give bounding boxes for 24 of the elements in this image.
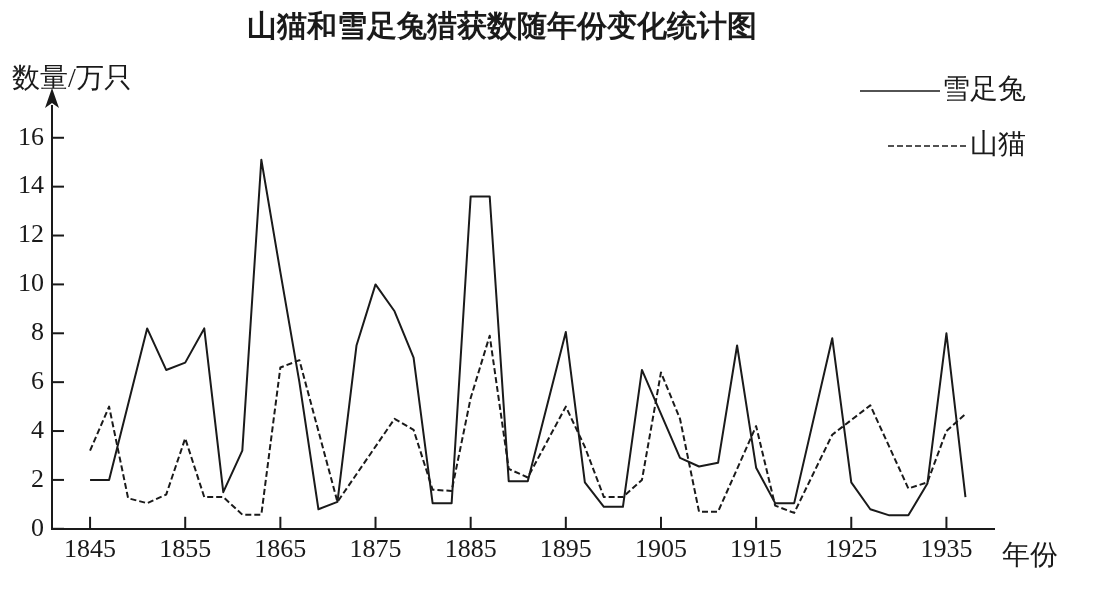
x-axis-title: 年份 — [1002, 539, 1058, 571]
x-tick-label: 1875 — [349, 534, 402, 564]
y-tick-label: 2 — [31, 463, 44, 493]
y-axis-title: 数量/万只 — [12, 62, 132, 94]
x-tick-label: 1935 — [920, 534, 973, 564]
y-tick-label: 8 — [31, 317, 44, 347]
y-tick-label: 0 — [31, 512, 44, 542]
y-tick-label: 6 — [31, 365, 44, 395]
legend-label: 山猫 — [970, 128, 1026, 160]
y-tick-label: 14 — [18, 170, 44, 200]
chart-title: 山猫和雪足兔猎获数随年份变化统计图 — [247, 8, 757, 42]
x-tick-label: 1925 — [825, 534, 878, 564]
y-tick-label: 12 — [18, 219, 44, 249]
y-tick-label: 4 — [31, 414, 44, 444]
y-tick-label: 16 — [18, 121, 44, 151]
legend-label: 雪足兔 — [942, 73, 1026, 105]
x-tick-label: 1845 — [64, 534, 117, 564]
x-tick-label: 1895 — [539, 534, 592, 564]
x-tick-label: 1885 — [444, 534, 497, 564]
y-tick-label: 10 — [18, 268, 44, 298]
x-tick-label: 1915 — [730, 534, 783, 564]
x-tick-label: 1855 — [159, 534, 212, 564]
x-tick-label: 1865 — [254, 534, 307, 564]
x-tick-label: 1905 — [634, 534, 687, 564]
